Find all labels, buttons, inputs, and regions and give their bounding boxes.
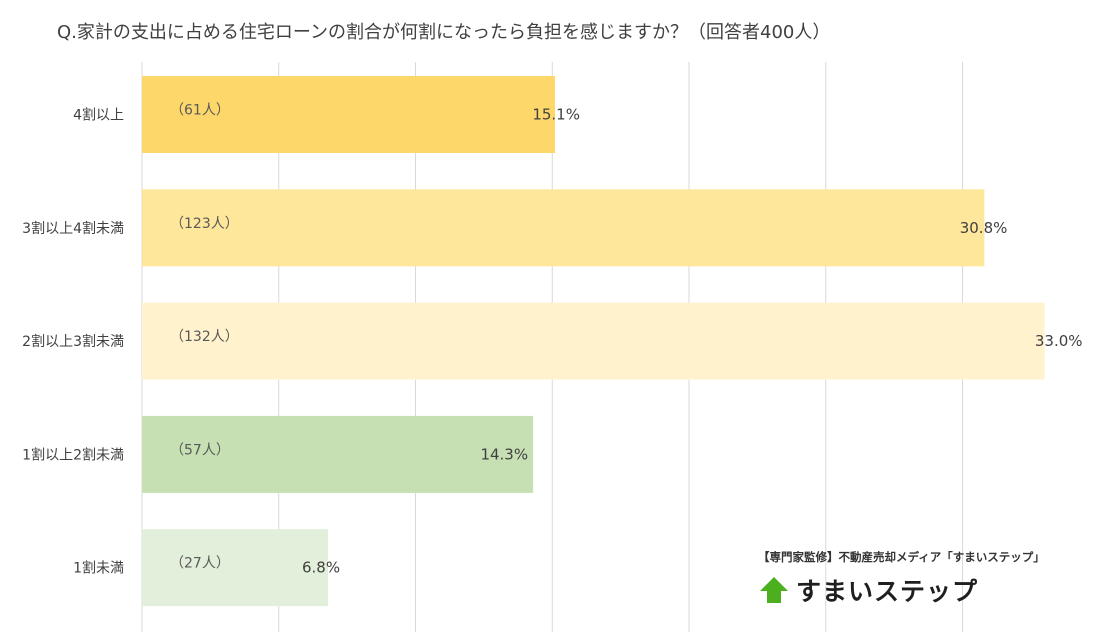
value-label: 33.0% (1035, 332, 1083, 350)
count-label: （123人） (170, 216, 239, 232)
value-label: 6.8% (302, 559, 340, 577)
value-label: 30.8% (960, 219, 1008, 237)
category-label: 1割以上2割未満 (22, 446, 124, 463)
bar (142, 302, 1045, 380)
category-label: 4割以上 (73, 107, 124, 124)
category-label: 2割以上3割未満 (22, 333, 124, 350)
labels: 4割以上 （61人） 15.1% 3割以上4割未満 （123人） 30.8% 2割以上3割未… (22, 103, 1082, 577)
credit-text: 【専門家監修】不動産売却メディア「すまいステップ」 (758, 550, 1045, 564)
bar (142, 529, 328, 607)
logo-text: すまいステップ (796, 577, 979, 606)
count-label: （57人） (170, 442, 230, 458)
house-icon (760, 577, 788, 603)
bar (142, 76, 555, 153)
bars (142, 76, 1045, 607)
logo: すまいステップ (758, 572, 978, 608)
value-label: 15.1% (532, 106, 580, 124)
value-label: 14.3% (480, 445, 528, 463)
bar (142, 415, 534, 493)
category-label: 3割以上4割未満 (22, 220, 124, 237)
count-label: （27人） (170, 556, 230, 572)
count-label: （61人） (170, 103, 230, 119)
count-label: （132人） (170, 329, 239, 345)
category-label: 1割未満 (73, 560, 124, 577)
bar (142, 189, 985, 267)
chart-title: Q.家計の支出に占める住宅ローンの割合が何割になったら負担を感じますか？（回答者… (57, 22, 831, 43)
